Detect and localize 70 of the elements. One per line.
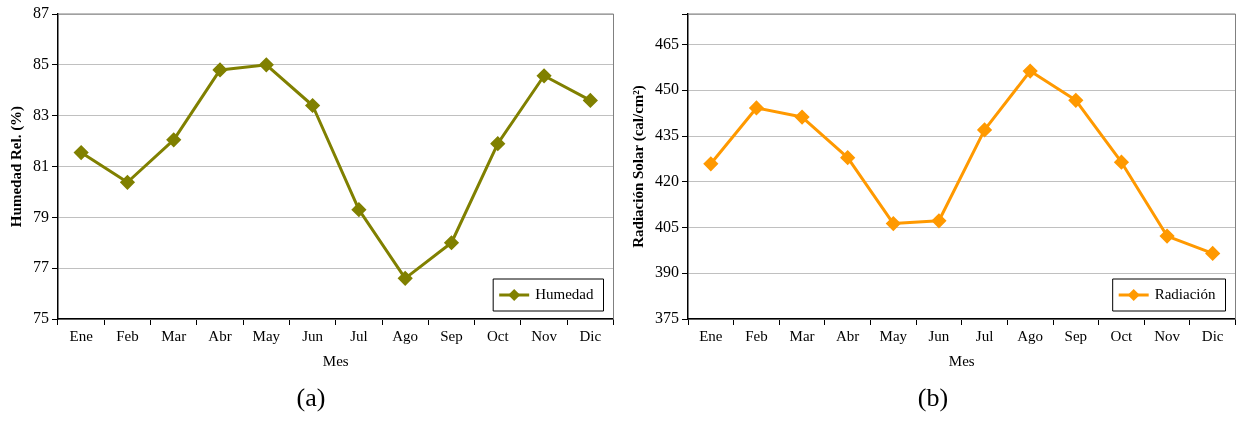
x-tick-label: Oct	[486, 327, 510, 344]
x-axis-title: Mes	[948, 352, 975, 369]
point	[1023, 64, 1038, 79]
x-tick-label: Oct	[1110, 327, 1134, 344]
x-tick-label: Mar	[161, 327, 187, 344]
y-tick-label: 87	[33, 4, 49, 22]
y-tick-label: 465	[655, 34, 679, 52]
x-tick-label: Jun	[928, 327, 950, 344]
x-tick-label: Nov	[1154, 327, 1181, 344]
y-tick-label: 77	[33, 258, 49, 276]
x-tick-label: Jun	[302, 327, 324, 344]
x-tick-label: Dic	[1201, 327, 1224, 344]
y-axis-title: Humedad Rel. (%)	[7, 105, 25, 228]
x-tick-label: May	[879, 327, 908, 344]
point	[444, 235, 459, 250]
point	[977, 122, 992, 137]
point	[213, 62, 228, 77]
point	[931, 213, 946, 228]
y-axis-title: Radiación Solar (cal/cm²)	[629, 85, 647, 248]
y-tick-label: 435	[655, 126, 679, 144]
point	[305, 98, 320, 113]
x-tick-label: Ene	[69, 327, 94, 344]
point	[583, 93, 598, 108]
y-tick-label: 405	[655, 217, 679, 235]
x-tick-label: Jul	[975, 327, 994, 344]
x-tick-label: Dic	[579, 327, 602, 344]
y-tick-label: 79	[33, 207, 49, 225]
point	[398, 271, 413, 286]
point	[840, 150, 855, 165]
point	[166, 132, 181, 147]
x-tick-label: Mar	[789, 327, 815, 344]
point	[1160, 229, 1175, 244]
x-tick-label: Feb	[116, 327, 139, 344]
point	[259, 57, 274, 72]
x-tick-label: Sep	[440, 327, 463, 344]
point	[537, 68, 552, 83]
y-tick-label: 420	[655, 171, 679, 189]
text: (b)	[916, 383, 950, 413]
point	[120, 175, 135, 190]
point	[74, 145, 89, 160]
y-tick-label: 83	[33, 105, 49, 123]
point	[351, 202, 366, 217]
x-tick-label: Ago	[392, 327, 419, 344]
y-tick-label: 375	[655, 309, 679, 327]
point	[1068, 93, 1083, 108]
x-tick-label: May	[252, 327, 281, 344]
y-tick-label: 450	[655, 80, 679, 98]
x-tick-label: Jul	[350, 327, 368, 344]
point	[490, 136, 505, 151]
y-tick-label: 75	[33, 309, 49, 327]
point	[795, 110, 810, 125]
y-tick-label: 81	[33, 156, 49, 174]
legend-label: Humedad	[535, 285, 594, 302]
point	[886, 216, 901, 231]
x-tick-label: Feb	[745, 327, 768, 344]
x-tick-label: Abr	[836, 327, 860, 344]
x-tick-label: Sep	[1064, 327, 1088, 344]
y-tick-label: 85	[33, 55, 49, 73]
point	[749, 100, 764, 115]
x-tick-label: Nov	[531, 327, 558, 344]
legend-label: Radiación	[1154, 285, 1216, 302]
x-tick-label: Ene	[699, 327, 723, 344]
point	[1114, 155, 1129, 170]
x-tick-label: Abr	[208, 327, 232, 344]
point	[1205, 246, 1220, 261]
y-tick-label: 390	[655, 263, 679, 281]
x-axis-title: Mes	[322, 352, 349, 369]
text: (a)	[295, 383, 327, 413]
point	[703, 156, 718, 171]
x-tick-label: Ago	[1017, 327, 1044, 344]
